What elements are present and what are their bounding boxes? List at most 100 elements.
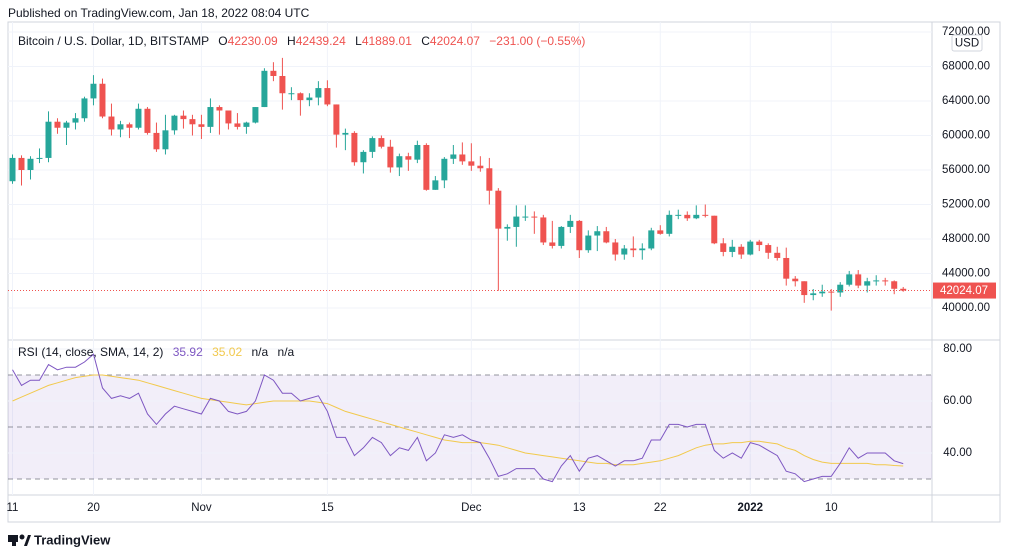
- x-tick-label: 2022: [737, 502, 763, 514]
- candle-body: [378, 138, 385, 147]
- candle-body: [612, 242, 619, 255]
- candle-body: [72, 118, 79, 123]
- currency-label: USD: [955, 38, 979, 50]
- candle-body: [675, 214, 682, 216]
- rsi-extra: n/a: [278, 345, 295, 359]
- candle-body: [252, 107, 259, 123]
- y-tick-label: 64000.00: [942, 95, 990, 107]
- candle-body: [99, 83, 106, 117]
- x-tick-label: 10: [825, 502, 838, 514]
- candle-body: [513, 216, 520, 227]
- candle-body: [738, 246, 745, 255]
- published-note: Published on TradingView.com, Jan 18, 20…: [8, 6, 310, 20]
- change-value: −231.00 (−0.55%): [489, 34, 585, 48]
- candle-body: [594, 231, 601, 236]
- candle-body: [549, 242, 556, 246]
- candle-body: [81, 98, 88, 119]
- candle-body: [126, 124, 133, 128]
- y-tick-label: 40000.00: [942, 302, 990, 314]
- candle-body: [702, 214, 709, 216]
- candle-body: [630, 248, 637, 251]
- candle-body: [36, 157, 43, 159]
- candle-body: [207, 107, 214, 127]
- candle-body: [243, 122, 250, 127]
- candle-body: [693, 214, 700, 219]
- candle-body: [90, 83, 97, 99]
- rsi-tick-label: 60.00: [943, 395, 972, 407]
- x-tick-label: 20: [87, 502, 100, 514]
- candle-body: [891, 281, 898, 289]
- candle-body: [576, 220, 583, 251]
- rsi-value: 35.92: [173, 345, 203, 359]
- logo-part: [19, 534, 25, 540]
- rsi-sma-line: [12, 374, 904, 467]
- candle-body: [297, 93, 304, 101]
- candle-body: [819, 291, 826, 294]
- candle-body: [855, 274, 862, 286]
- candle-body: [621, 248, 628, 255]
- candle-body: [846, 274, 853, 285]
- candle-body: [567, 220, 574, 227]
- y-tick-label: 60000.00: [942, 130, 990, 142]
- logo-part: [24, 535, 31, 546]
- close-value: 42024.07: [430, 34, 480, 48]
- candle-body: [234, 123, 241, 127]
- candle-body: [261, 70, 268, 108]
- y-tick-label: 48000.00: [942, 233, 990, 245]
- candle-body: [9, 157, 16, 182]
- x-tick-label: 13: [573, 502, 586, 514]
- low-value: 41889.01: [362, 34, 412, 48]
- rsi-tick-label: 80.00: [943, 343, 972, 355]
- high-label: H: [287, 34, 296, 48]
- candle-body: [270, 70, 277, 76]
- candle-body: [432, 180, 439, 190]
- candle-body: [279, 75, 286, 94]
- candle-body: [216, 107, 223, 111]
- y-tick-label: 52000.00: [942, 199, 990, 211]
- high-value: 42439.24: [296, 34, 346, 48]
- candle-body: [603, 231, 610, 243]
- candle-body: [54, 121, 61, 128]
- candle-body: [477, 165, 484, 169]
- candle-body: [747, 241, 754, 255]
- candle-body: [324, 88, 331, 105]
- candle-body: [720, 243, 727, 252]
- last-price-label: 42024.07: [940, 285, 988, 297]
- candle-body: [135, 108, 142, 128]
- candle-body: [531, 216, 538, 218]
- candle-body: [108, 116, 115, 130]
- candle-body: [27, 158, 34, 171]
- last-price-tag: [933, 282, 996, 299]
- candle-body: [783, 257, 790, 279]
- candle-body: [144, 108, 151, 133]
- candle-body: [117, 124, 124, 130]
- candle-body: [351, 132, 358, 163]
- candle-body: [756, 241, 763, 246]
- candle-body: [729, 246, 736, 252]
- candle-body: [450, 154, 457, 159]
- currency-badge[interactable]: [951, 34, 983, 52]
- brand-logo: [8, 534, 31, 546]
- candle-body: [540, 217, 547, 243]
- candle-body: [333, 104, 340, 135]
- candle-body: [198, 124, 205, 127]
- candle-body: [441, 158, 448, 181]
- candle-body: [648, 230, 655, 249]
- candle-body: [486, 168, 493, 191]
- candle-body: [396, 156, 403, 168]
- x-tick-label: Dec: [461, 502, 482, 514]
- y-tick-label: 44000.00: [942, 268, 990, 280]
- rsi-extra: n/a: [251, 345, 268, 359]
- candle-body: [765, 245, 772, 253]
- open-value: 42230.09: [228, 34, 278, 48]
- candle-body: [369, 138, 376, 152]
- candle-body: [585, 235, 592, 251]
- candle-body: [684, 214, 691, 219]
- candle-body: [522, 216, 529, 218]
- candle-body: [873, 280, 880, 282]
- candle-body: [153, 132, 160, 150]
- logo-part: [12, 541, 16, 546]
- rsi-tick-label: 40.00: [943, 447, 972, 459]
- rsi-line: [12, 353, 904, 483]
